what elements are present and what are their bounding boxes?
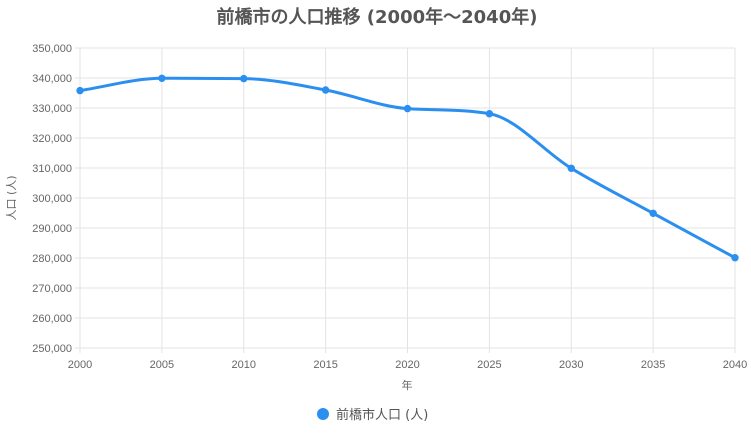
data-point[interactable] — [240, 74, 248, 83]
y-tick-label: 340,000 — [32, 73, 72, 85]
x-axis-label: 年 — [402, 378, 413, 392]
x-tick-label: 2030 — [559, 359, 583, 371]
x-tick-label: 2015 — [313, 359, 337, 371]
y-tick-label: 290,000 — [32, 223, 72, 235]
x-tick-label: 2040 — [723, 359, 747, 371]
y-tick-label: 260,000 — [32, 313, 72, 325]
data-point[interactable] — [485, 110, 494, 118]
y-axis-ticks: 350,000 340,000 330,000 320,000 310,000 300,0… — [32, 43, 72, 355]
legend[interactable]: 前橋市人口 (人) — [317, 407, 428, 423]
y-tick-label: 330,000 — [32, 103, 72, 115]
x-tick-label: 2005 — [150, 359, 174, 371]
y-tick-label: 270,000 — [32, 283, 72, 295]
data-point[interactable] — [649, 209, 657, 218]
y-axis-label: 人口 (人) — [5, 175, 18, 220]
data-point[interactable] — [403, 104, 412, 113]
x-tick-label: 2000 — [68, 359, 92, 371]
series-layer — [76, 74, 739, 262]
chart-title: 前橋市の人口推移 (2000年～2040年) — [217, 6, 538, 28]
data-point[interactable] — [567, 164, 575, 173]
x-axis-ticks: 2000 2005 2010 2015 2020 2025 2030 2035 2040 — [68, 359, 747, 371]
y-tick-label: 300,000 — [32, 193, 72, 205]
legend-label: 前橋市人口 (人) — [336, 407, 428, 423]
grid-lines — [75, 47, 736, 353]
x-tick-label: 2020 — [395, 359, 419, 371]
y-tick-label: 250,000 — [32, 343, 72, 355]
x-tick-label: 2010 — [232, 359, 256, 371]
data-point[interactable] — [321, 86, 330, 94]
data-point[interactable] — [76, 86, 84, 95]
legend-marker — [317, 408, 329, 420]
y-tick-label: 310,000 — [32, 163, 72, 175]
data-point[interactable] — [158, 74, 166, 83]
x-tick-label: 2035 — [641, 359, 665, 371]
y-tick-label: 320,000 — [32, 133, 72, 145]
y-tick-label: 350,000 — [32, 43, 72, 55]
x-tick-label: 2025 — [477, 359, 501, 371]
y-tick-label: 280,000 — [32, 253, 72, 265]
data-point[interactable] — [731, 254, 739, 262]
